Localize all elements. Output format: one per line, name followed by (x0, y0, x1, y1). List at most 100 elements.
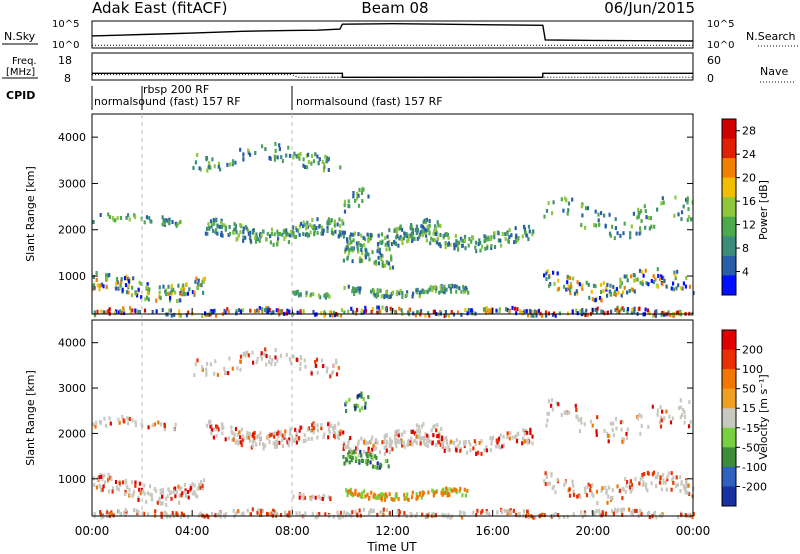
scatter-cell (647, 424, 650, 429)
scatter-cell (350, 306, 353, 311)
scatter-cell (295, 290, 298, 295)
scatter-cell (320, 358, 324, 363)
scatter-cell (232, 508, 235, 513)
scatter-cell (378, 465, 381, 470)
scatter-cell (178, 500, 181, 505)
scatter-cell (198, 513, 201, 518)
scatter-cell (644, 225, 647, 230)
scatter-cell (259, 436, 262, 441)
scatter-cell (314, 515, 317, 520)
scatter-cell (593, 223, 596, 228)
scatter-cell (643, 204, 646, 209)
scatter-cell (360, 394, 363, 399)
scatter-cell (565, 198, 568, 203)
scatter-cell (284, 234, 287, 239)
scatter-cell (619, 488, 622, 493)
scatter-cell (367, 446, 370, 451)
scatter-cell (260, 233, 263, 238)
scatter-cell (305, 293, 308, 298)
scatter-cell (288, 357, 292, 362)
scatter-cell (391, 447, 394, 452)
scatter-cell (490, 244, 493, 248)
scatter-cell (359, 259, 362, 264)
colorbar-tick-label: 20 (742, 172, 756, 185)
scatter-cell (242, 230, 245, 235)
scatter-cell (388, 444, 391, 449)
scatter-cell (370, 438, 373, 443)
scatter-cell (373, 447, 376, 452)
scatter-cell (591, 423, 594, 428)
scatter-cell (399, 288, 402, 293)
scatter-cell (400, 308, 403, 313)
scatter-cell (174, 494, 177, 499)
scatter-cell (268, 308, 271, 312)
scatter-cell (333, 313, 337, 318)
scatter-cell (191, 482, 194, 487)
scatter-cell (124, 508, 127, 513)
scatter-cell (186, 291, 189, 296)
scatter-cell (621, 496, 624, 501)
scatter-cell (228, 356, 231, 361)
scatter-cell (341, 230, 345, 235)
scatter-cell (232, 231, 235, 235)
scatter-cell (249, 234, 252, 239)
scatter-cell (589, 419, 593, 424)
scatter-cell (193, 292, 196, 297)
scatter-cell (426, 224, 429, 229)
scatter-cell (299, 366, 302, 371)
scatter-cell (613, 507, 617, 512)
scatter-cell (164, 218, 167, 222)
scatter-cell (445, 435, 448, 440)
scatter-cell (450, 289, 453, 294)
scatter-cell (632, 273, 635, 278)
scatter-cell (213, 427, 216, 432)
scatter-cell (342, 234, 345, 239)
scatter-cell (411, 442, 414, 447)
scatter-cell (197, 278, 200, 283)
scatter-cell (180, 292, 183, 297)
scatter-cell (423, 226, 426, 231)
scatter-cell (169, 491, 172, 496)
noise-panel-frame (91, 20, 694, 49)
scatter-cell (410, 495, 414, 500)
scatter-cell (416, 287, 419, 292)
scatter-cell (659, 405, 662, 410)
scatter-cell (620, 427, 623, 432)
scatter-cell (201, 314, 204, 318)
scatter-cell (480, 451, 483, 456)
scatter-cell (313, 228, 316, 233)
scatter-cell (272, 432, 275, 437)
scatter-cell (619, 279, 622, 284)
scatter-cell (606, 310, 609, 315)
scatter-cell (544, 482, 547, 487)
scatter-cell (410, 223, 413, 227)
scatter-cell (311, 511, 314, 516)
scatter-cell (475, 512, 478, 517)
scatter-cell (172, 489, 176, 494)
colorbar-frame (721, 329, 737, 507)
scatter-cell (214, 513, 217, 518)
scatter-cell (463, 487, 466, 492)
scatter-cell (357, 442, 360, 447)
scatter-cell (223, 513, 226, 518)
scatter-cell (691, 515, 694, 519)
scatter-cell (482, 307, 486, 312)
scatter-cell (376, 310, 379, 315)
scatter-cell (663, 278, 666, 283)
scatter-cell (164, 496, 167, 501)
scatter-cell (586, 485, 589, 490)
scatter-cell (585, 308, 588, 313)
scatter-cell (92, 275, 95, 279)
scatter-cell (199, 485, 202, 490)
scatter-cell (406, 239, 409, 244)
scatter-cell (108, 512, 112, 516)
scatter-cell (239, 230, 242, 235)
scatter-cell (302, 514, 305, 519)
scatter-cell (279, 432, 282, 437)
scatter-cell (401, 227, 404, 232)
scatter-cell (196, 358, 199, 363)
scatter-cell (147, 286, 150, 291)
scatter-cell (621, 512, 624, 517)
scatter-cell (377, 233, 380, 238)
scatter-cell (584, 489, 587, 494)
